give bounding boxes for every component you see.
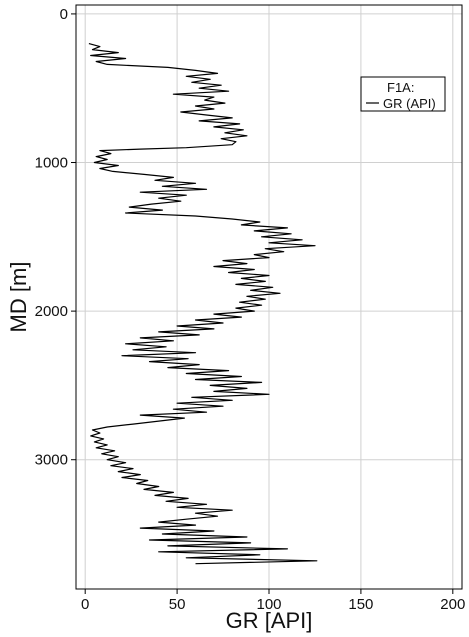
legend-box	[360, 76, 446, 112]
legend-series-label: GR (API)	[383, 96, 436, 111]
x-tick-label: 50	[169, 596, 186, 613]
legend-header: F1A:	[387, 80, 414, 95]
y-axis-title: MD [m]	[6, 262, 31, 333]
y-tick-label: 1000	[35, 155, 68, 172]
x-axis-title: GR [API]	[226, 608, 313, 633]
series-layer	[88, 43, 318, 565]
x-tick-label: 100	[256, 596, 281, 613]
plot-frame	[75, 4, 463, 590]
x-tick-label: 0	[81, 596, 89, 613]
series-line-gr	[88, 43, 318, 565]
y-tick-label: 2000	[35, 303, 68, 320]
x-tick-label: 200	[440, 596, 465, 613]
legend: F1A: GR (API)	[360, 76, 446, 112]
y-tick-label: 0	[60, 6, 68, 23]
y-tick-label: 3000	[35, 452, 68, 469]
x-tick-label: 150	[348, 596, 373, 613]
